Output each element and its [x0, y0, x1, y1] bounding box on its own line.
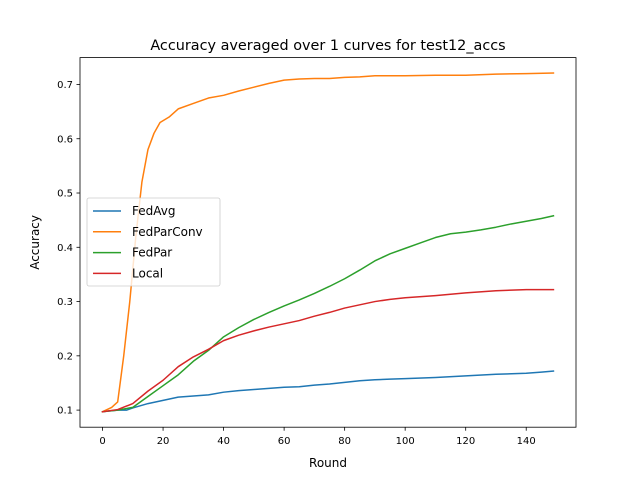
series-line-fedpar [101, 214, 555, 413]
y-tick-label: 0.3 [57, 297, 73, 308]
x-axis-ticks: 0 20 40 60 80 100 120 140 [99, 427, 536, 447]
y-axis-ticks: 0.1 0.2 0.3 0.4 0.5 0.6 0.7 [57, 80, 80, 417]
legend: FedAvg FedParConv FedPar Local [86, 197, 221, 287]
y-tick-label: 0.5 [57, 189, 73, 200]
legend-label: FedParConv [132, 225, 203, 239]
plot-frame [79, 57, 577, 428]
x-tick-label: 140 [517, 436, 536, 447]
y-tick-label: 0.1 [57, 406, 73, 417]
x-tick-label: 100 [396, 436, 415, 447]
x-axis-label: Round [309, 456, 347, 470]
x-tick-label: 60 [278, 436, 291, 447]
y-tick-label: 0.7 [57, 80, 73, 91]
x-tick-label: 0 [99, 436, 105, 447]
legend-label: FedPar [132, 246, 172, 260]
x-tick-label: 80 [338, 436, 351, 447]
x-tick-label: 20 [157, 436, 170, 447]
legend-label: FedAvg [132, 204, 175, 218]
y-tick-label: 0.4 [57, 243, 73, 254]
y-tick-label: 0.2 [57, 351, 73, 362]
legend-box [86, 197, 221, 287]
x-tick-label: 40 [217, 436, 230, 447]
chart-title: Accuracy averaged over 1 curves for test… [150, 38, 505, 54]
legend-label: Local [132, 266, 163, 280]
series-line-local [101, 288, 555, 413]
x-tick-label: 120 [456, 436, 475, 447]
y-axis-label: Accuracy [28, 215, 42, 270]
y-tick-label: 0.6 [57, 134, 73, 145]
series-line-fedavg [101, 370, 555, 413]
